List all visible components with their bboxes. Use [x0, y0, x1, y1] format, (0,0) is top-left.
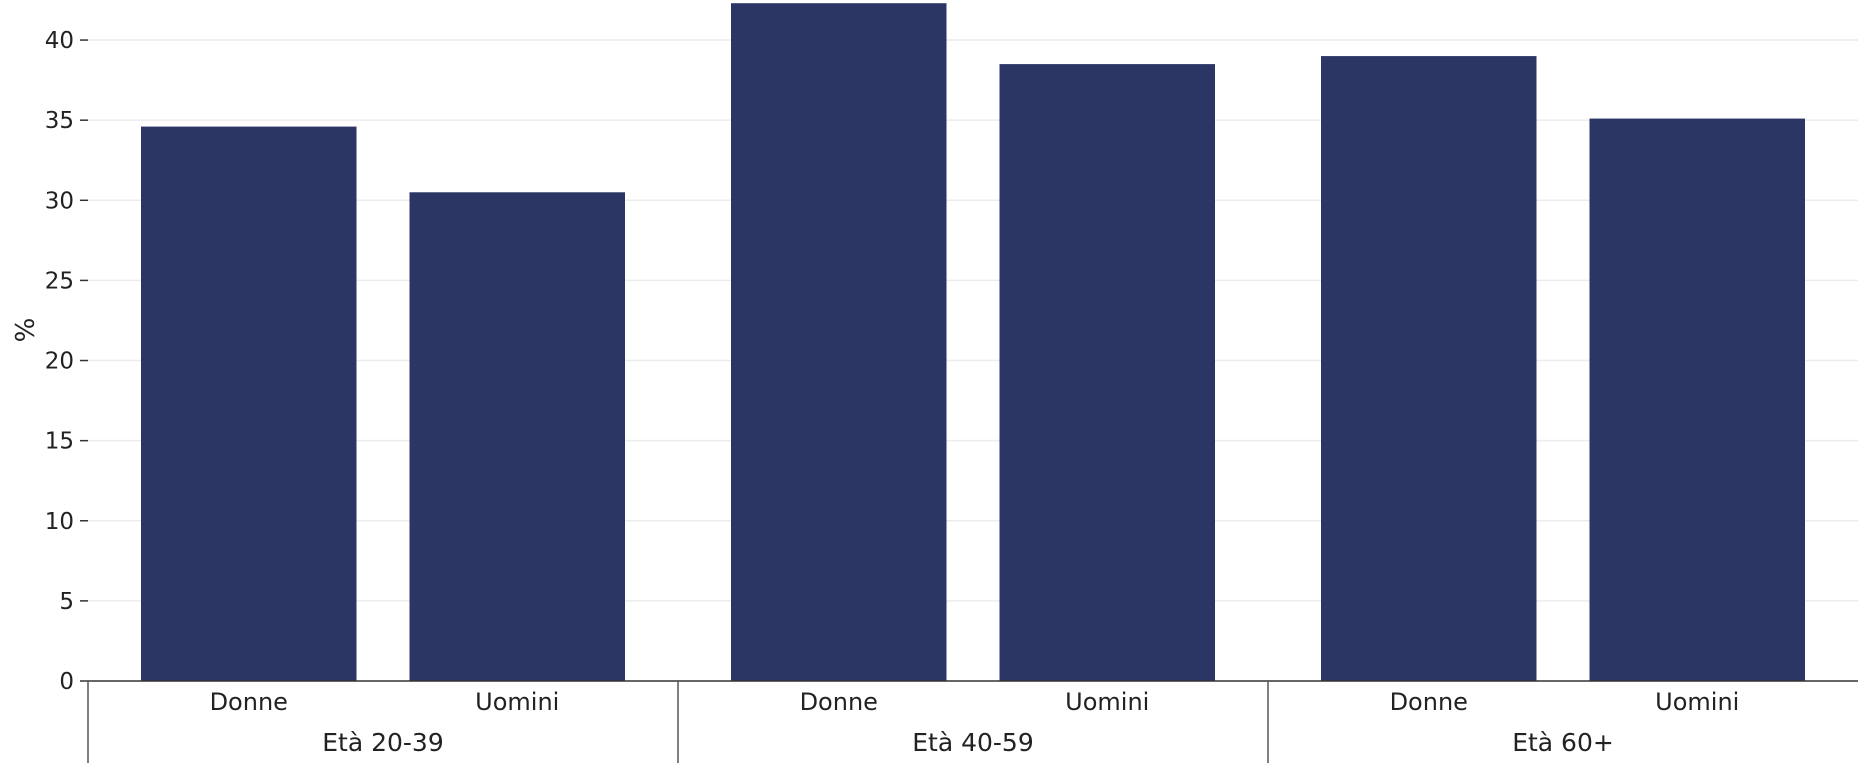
category-label: Uomini	[1655, 688, 1739, 716]
bar-donne	[731, 3, 947, 681]
category-label: Uomini	[475, 688, 559, 716]
y-tick-label: 30	[45, 188, 74, 214]
group-label: Età 40-59	[912, 728, 1034, 757]
category-label: Uomini	[1065, 688, 1149, 716]
bar-uomini	[1589, 118, 1805, 682]
category-label: Donne	[1390, 688, 1468, 716]
bar-uomini	[409, 192, 625, 681]
bars	[141, 3, 1805, 682]
y-tick-label: 35	[45, 108, 74, 134]
bar-donne	[1321, 56, 1537, 682]
bar-donne	[141, 126, 357, 682]
group-label: Età 60+	[1512, 728, 1614, 757]
y-tick-label: 25	[45, 268, 74, 294]
y-tick-label: 20	[45, 349, 74, 375]
axes	[80, 39, 1858, 763]
y-tick-label: 0	[59, 669, 74, 695]
y-axis-label: %	[11, 318, 41, 343]
y-tick-label: 15	[45, 429, 74, 455]
grid-lines	[88, 39, 1858, 602]
y-tick-label: 10	[45, 509, 74, 535]
y-tick-label: 40	[45, 28, 74, 54]
bar-uomini	[999, 64, 1215, 681]
category-label: Donne	[210, 688, 288, 716]
category-label: Donne	[800, 688, 878, 716]
labels: 0 5 10 15 20 25 30 35 40 Donne Uomini Età 20-39 Donn…	[45, 28, 1740, 757]
group-label: Età 20-39	[322, 728, 444, 757]
y-tick-label: 5	[59, 589, 74, 615]
